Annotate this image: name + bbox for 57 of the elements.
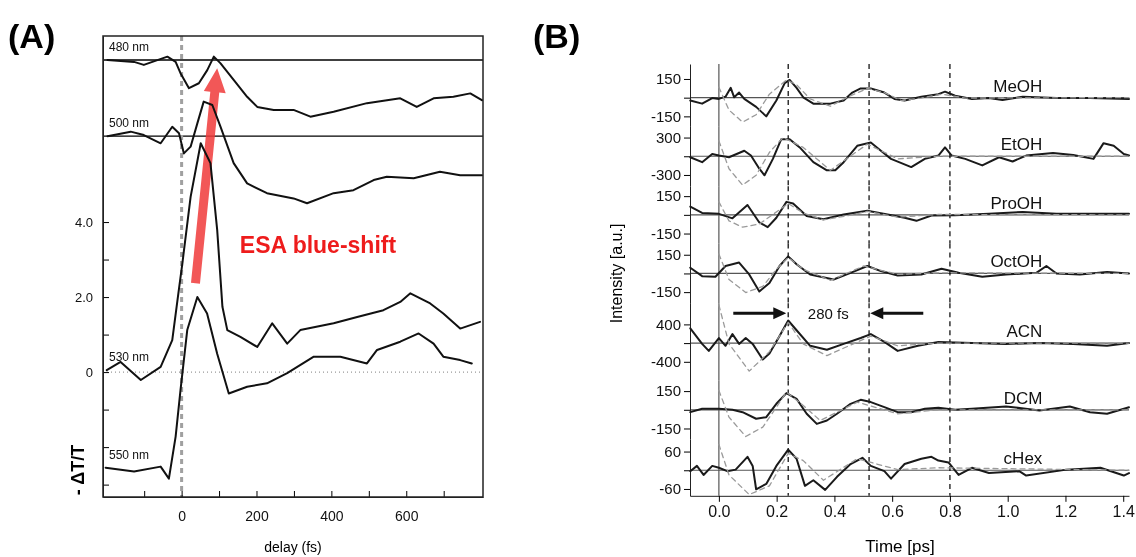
series-label: EtOH <box>1000 135 1043 155</box>
y-axis-title: - ΔT/T <box>68 444 88 496</box>
line-series <box>106 100 483 205</box>
y-tick-label: 150 <box>655 246 681 264</box>
line-series <box>105 142 482 381</box>
y-tick-label: 150 <box>655 70 681 88</box>
x-tick-label: 0.4 <box>823 503 847 521</box>
y-tick-label: -150 <box>650 107 681 125</box>
annotation: ESA blue-shift <box>239 231 397 258</box>
chart-title: (A) <box>8 17 56 55</box>
y-tick-label: -60 <box>659 480 681 498</box>
series-label: 500 nm <box>109 116 150 131</box>
line-series <box>718 389 1130 438</box>
y-tick-label: -300 <box>650 166 681 184</box>
x-tick-label: 0.0 <box>708 503 731 521</box>
line-series <box>106 55 483 118</box>
series-label: 480 nm <box>109 40 150 55</box>
line-series <box>718 304 1130 372</box>
y-tick-label: 150 <box>655 187 681 205</box>
y-tick-label: -150 <box>650 283 681 301</box>
chart-title: (B) <box>533 17 581 55</box>
x-tick-label: 400 <box>320 507 344 524</box>
x-axis-title: Time [ps] <box>865 537 935 556</box>
y-tick-label: 400 <box>655 315 681 333</box>
x-tick-label: 0 <box>178 507 187 524</box>
y-tick-label: 300 <box>655 128 681 146</box>
x-tick-label: 0.8 <box>939 503 962 521</box>
y-tick-label: 4.0 <box>74 214 93 230</box>
x-tick-label: 1.2 <box>1054 503 1078 521</box>
line-series <box>718 136 1130 186</box>
y-tick-label: -400 <box>650 353 681 371</box>
x-axis-title: delay (fs) <box>264 539 322 555</box>
line-series <box>104 296 473 480</box>
y-tick-label: 60 <box>664 442 681 460</box>
x-tick-label: 1.4 <box>1112 503 1135 521</box>
series-label: ACN <box>1006 322 1043 342</box>
x-tick-label: 1.0 <box>997 503 1020 521</box>
x-tick-label: 0.6 <box>881 503 904 521</box>
y-axis-title: Intensity [a.u.] <box>608 223 625 324</box>
x-tick-label: 0.2 <box>766 503 789 521</box>
y-tick-label: -150 <box>650 224 681 242</box>
series-label: DCM <box>1003 388 1043 408</box>
series-label: 550 nm <box>109 447 150 462</box>
series-label: cHex <box>1003 449 1043 469</box>
series-label: ProOH <box>990 193 1043 213</box>
line-series <box>718 443 1130 496</box>
line-series <box>718 79 1130 123</box>
x-tick-label: 600 <box>395 507 419 524</box>
y-tick-label: 0 <box>85 364 93 380</box>
y-tick-label: 2.0 <box>74 289 93 305</box>
y-tick-label: 150 <box>655 382 681 400</box>
x-tick-label: 200 <box>245 507 269 524</box>
series-label: OctOH <box>990 252 1043 272</box>
series-label: 530 nm <box>109 350 150 365</box>
series-label: MeOH <box>993 76 1043 96</box>
annotation: 280 fs <box>807 305 849 323</box>
y-tick-label: -150 <box>650 419 681 437</box>
